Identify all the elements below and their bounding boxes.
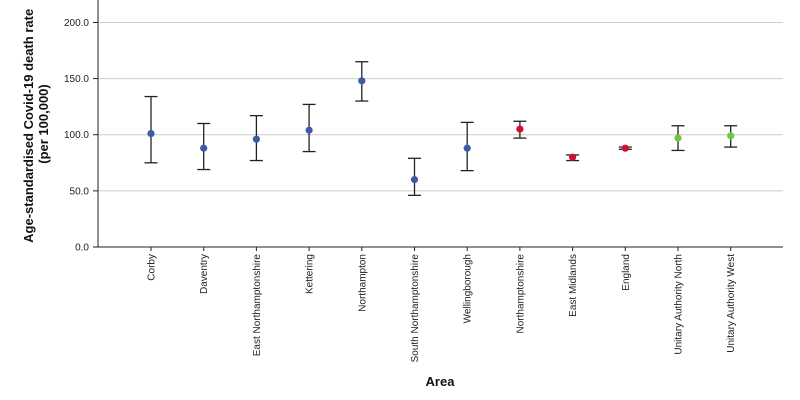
axes bbox=[97, 0, 783, 248]
x-tick-label: England bbox=[621, 254, 632, 291]
data-point bbox=[305, 126, 313, 134]
x-tick-label: Unitary Authority West bbox=[726, 254, 737, 353]
x-tick-label: Daventry bbox=[199, 254, 210, 294]
error-bars bbox=[144, 61, 738, 197]
y-tick-label: 0.0 bbox=[75, 243, 89, 254]
data-point bbox=[200, 144, 208, 152]
y-axis-title-line1: Age-standardised Covid-19 death rate bbox=[21, 9, 36, 243]
data-point bbox=[410, 176, 419, 184]
data-point bbox=[252, 135, 260, 143]
gridlines bbox=[98, 21, 783, 192]
x-tick-label: Northamptonshire bbox=[515, 254, 526, 334]
data-point bbox=[358, 77, 366, 85]
y-axis-title-line2: (per 100,000) bbox=[36, 84, 51, 164]
x-axis-title: Area bbox=[426, 374, 456, 389]
x-tick-label: Kettering bbox=[305, 254, 316, 294]
y-tick-label: 100.0 bbox=[64, 130, 89, 141]
data-point bbox=[674, 134, 682, 142]
y-tick-label: 50.0 bbox=[70, 186, 90, 197]
data-point bbox=[463, 144, 471, 152]
x-tick-label: East Northamptonshire bbox=[252, 254, 263, 357]
data-point bbox=[147, 130, 155, 138]
x-tick-label: South Northamptonshire bbox=[410, 254, 421, 363]
data-points bbox=[147, 77, 735, 184]
x-tick-label: Northampton bbox=[357, 254, 368, 312]
error-bar bbox=[144, 95, 158, 164]
data-point bbox=[516, 125, 524, 133]
data-point bbox=[727, 132, 735, 140]
x-tick-label: Wellingborough bbox=[463, 254, 474, 323]
x-tick-label: East Midlands bbox=[568, 254, 579, 317]
x-tick-label: Unitary Authority North bbox=[674, 254, 685, 355]
x-tick-label: Corby bbox=[147, 254, 158, 281]
y-axis-title: Age-standardised Covid-19 death rate (pe… bbox=[21, 5, 51, 243]
x-axis-ticks: Corby Daventry East Northamptonshire Ketter… bbox=[147, 247, 737, 363]
y-tick-label: 150.0 bbox=[64, 74, 89, 85]
data-point bbox=[569, 153, 577, 161]
y-axis-ticks: 0.0 50.0 100.0 150.0 200.0 bbox=[64, 18, 98, 254]
data-point bbox=[621, 144, 629, 152]
y-tick-label: 200.0 bbox=[64, 18, 89, 29]
